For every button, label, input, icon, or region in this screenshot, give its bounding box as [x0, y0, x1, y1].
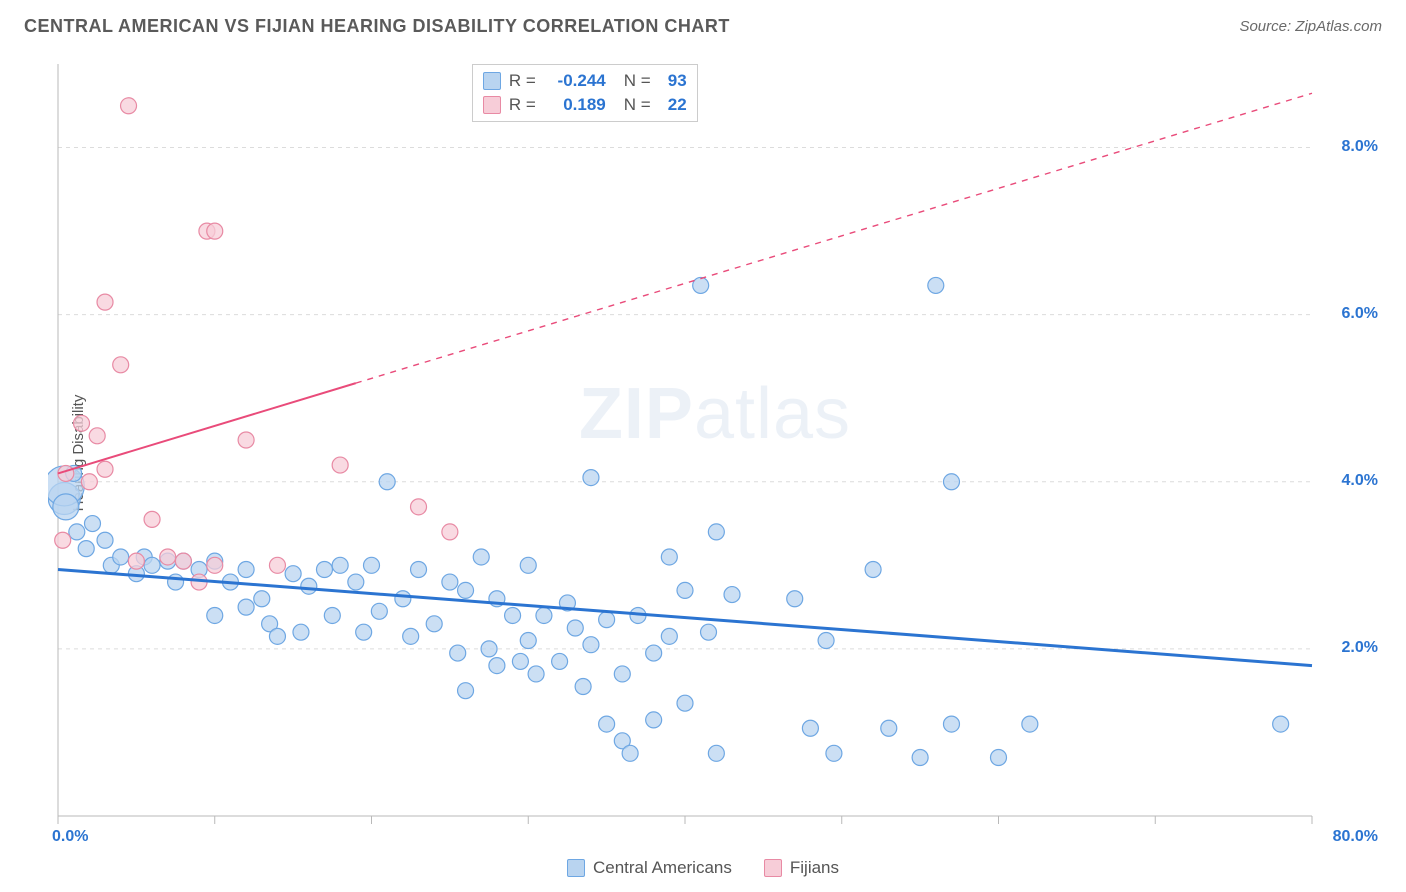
chart-area: Hearing Disability ZIPatlas 2.0%4.0%6.0%…	[48, 60, 1382, 846]
chart-header: CENTRAL AMERICAN VS FIJIAN HEARING DISAB…	[0, 0, 1406, 45]
legend-label: Central Americans	[593, 858, 732, 878]
footer-legend-item: Fijians	[764, 858, 839, 878]
chart-source: Source: ZipAtlas.com	[1239, 18, 1382, 35]
y-tick-label: 6.0%	[1342, 305, 1378, 323]
stats-row: R = -0.244 N = 93	[483, 69, 687, 93]
stats-row: R = 0.189 N = 22	[483, 93, 687, 117]
legend-swatch	[483, 96, 501, 114]
x-max-label: 80.0%	[1333, 828, 1378, 846]
footer-legend: Central Americans Fijians	[0, 858, 1406, 878]
stat-n-label: N =	[624, 71, 651, 91]
legend-swatch	[483, 72, 501, 90]
legend-swatch	[567, 859, 585, 877]
legend-label: Fijians	[790, 858, 839, 878]
stat-n-value: 22	[659, 95, 687, 115]
y-tick-label: 8.0%	[1342, 138, 1378, 156]
stat-n-label: N =	[624, 95, 651, 115]
legend-swatch	[764, 859, 782, 877]
stat-r-label: R =	[509, 71, 536, 91]
stat-r-label: R =	[509, 95, 536, 115]
stat-n-value: 93	[659, 71, 687, 91]
x-min-label: 0.0%	[52, 828, 88, 846]
chart-title: CENTRAL AMERICAN VS FIJIAN HEARING DISAB…	[24, 16, 730, 37]
footer-legend-item: Central Americans	[567, 858, 732, 878]
stat-r-value: -0.244	[544, 71, 606, 91]
y-tick-label: 2.0%	[1342, 639, 1378, 657]
scatter-plot	[48, 60, 1382, 846]
stats-legend: R = -0.244 N = 93 R = 0.189 N = 22	[472, 64, 698, 122]
stat-r-value: 0.189	[544, 95, 606, 115]
y-tick-label: 4.0%	[1342, 472, 1378, 490]
